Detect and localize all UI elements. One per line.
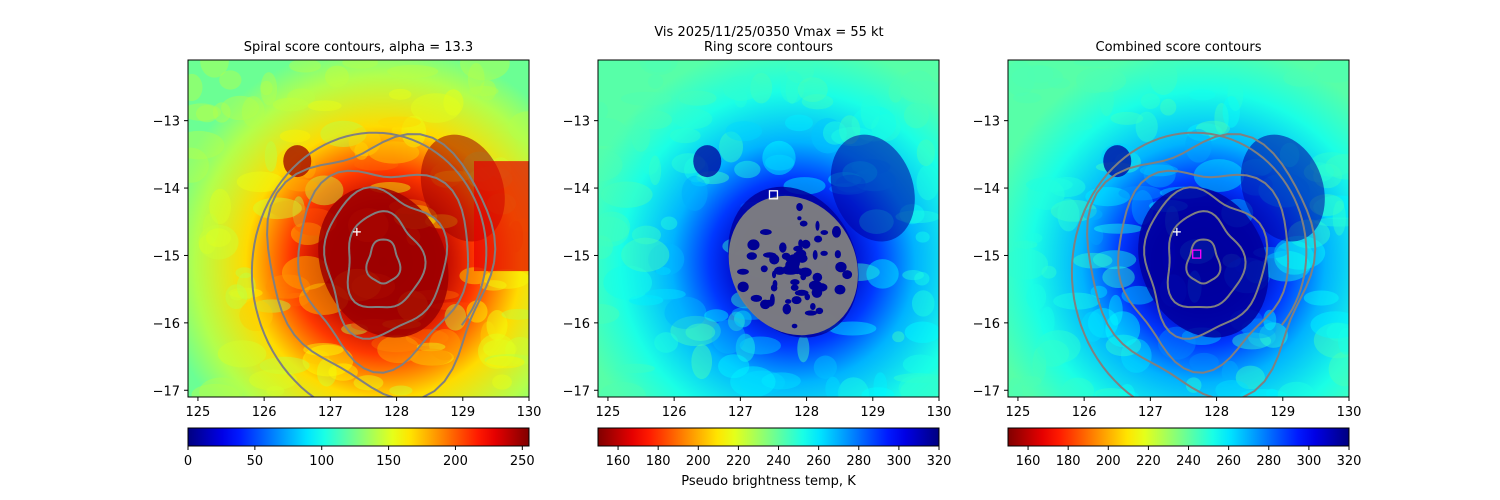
colorbar-tick-label: 300 bbox=[886, 454, 911, 469]
colorbar-tick-label: 240 bbox=[1176, 454, 1201, 469]
axes-frame bbox=[187, 59, 530, 398]
colorbar-tick-label: 150 bbox=[376, 454, 401, 469]
contour-line bbox=[365, 238, 402, 285]
score-contours bbox=[1070, 131, 1317, 397]
y-tick-label: −17 bbox=[153, 384, 180, 399]
figure-suptitle: Vis 2025/11/25/0350 Vmax = 55 kt bbox=[654, 25, 883, 40]
x-tick-label: 125 bbox=[596, 405, 621, 420]
y-tick-label: −17 bbox=[563, 384, 590, 399]
contour-line bbox=[346, 210, 427, 309]
contour-line bbox=[1070, 131, 1308, 397]
colorbar-tick-label: 220 bbox=[726, 454, 751, 469]
axes-frame bbox=[597, 59, 940, 398]
y-tick-label: −15 bbox=[973, 249, 1000, 264]
x-tick-label: 128 bbox=[1204, 405, 1229, 420]
score-contours bbox=[250, 131, 497, 397]
colorbar-tick-label: 280 bbox=[846, 454, 871, 469]
x-tick-label: 130 bbox=[517, 405, 542, 420]
panel-1: Spiral score contours, alpha = 13.3 125 12… bbox=[153, 40, 542, 469]
colorbar bbox=[597, 427, 940, 447]
colorbar-tick-label: 200 bbox=[443, 454, 468, 469]
x-tick-label: 127 bbox=[728, 405, 753, 420]
colorbar-tick-label: 0 bbox=[184, 454, 192, 469]
colorbar-tick-label: 280 bbox=[1256, 454, 1281, 469]
square-marker bbox=[768, 190, 779, 200]
y-tick-label: −14 bbox=[973, 182, 1000, 197]
panel-title: Spiral score contours, alpha = 13.3 bbox=[244, 40, 473, 55]
colorbar-tick-label: 320 bbox=[927, 454, 952, 469]
contour-line bbox=[1086, 133, 1317, 397]
colorbar-tick-label: 260 bbox=[806, 454, 831, 469]
colorbar-tick-label: 240 bbox=[766, 454, 791, 469]
y-tick-label: −14 bbox=[153, 182, 180, 197]
x-tick-label: 125 bbox=[1006, 405, 1031, 420]
colorbar-tick-label: 200 bbox=[1096, 454, 1121, 469]
colorbar-tick-label: 160 bbox=[606, 454, 631, 469]
y-tick-label: −16 bbox=[563, 317, 590, 332]
colorbar-tick-label: 250 bbox=[510, 454, 535, 469]
colorbar-tick-label: 180 bbox=[1056, 454, 1081, 469]
square-marker bbox=[1192, 249, 1202, 259]
contour-line bbox=[1117, 169, 1290, 374]
colorbar-label: Pseudo brightness temp, K bbox=[681, 474, 856, 489]
axes-frame bbox=[1007, 59, 1350, 398]
y-tick-label: −14 bbox=[563, 182, 590, 197]
colorbar-tick-label: 260 bbox=[1216, 454, 1241, 469]
y-tick-label: −16 bbox=[973, 317, 1000, 332]
y-tick-label: −15 bbox=[153, 249, 180, 264]
x-tick-label: 128 bbox=[794, 405, 819, 420]
contour-line bbox=[1166, 210, 1247, 309]
contour-line bbox=[1143, 186, 1269, 340]
x-tick-label: 129 bbox=[860, 405, 885, 420]
contour-line bbox=[250, 131, 488, 397]
center-plus-marker bbox=[1172, 227, 1181, 236]
x-tick-label: 129 bbox=[1270, 405, 1295, 420]
center-plus-marker bbox=[352, 227, 361, 236]
y-tick-label: −16 bbox=[153, 317, 180, 332]
contour-line bbox=[297, 169, 470, 374]
panel-title: Ring score contours bbox=[704, 40, 833, 55]
colorbar-tick-label: 300 bbox=[1296, 454, 1321, 469]
x-tick-label: 127 bbox=[1138, 405, 1163, 420]
x-tick-label: 125 bbox=[186, 405, 211, 420]
y-tick-label: −13 bbox=[153, 115, 180, 130]
colorbar bbox=[187, 427, 530, 447]
contour-line bbox=[266, 133, 497, 397]
score-contours bbox=[728, 195, 858, 336]
x-tick-label: 127 bbox=[318, 405, 343, 420]
x-tick-label: 126 bbox=[662, 405, 687, 420]
colorbar-tick-label: 100 bbox=[309, 454, 334, 469]
colorbar-tick-label: 320 bbox=[1337, 454, 1362, 469]
x-tick-label: 130 bbox=[1337, 405, 1362, 420]
y-tick-label: −17 bbox=[973, 384, 1000, 399]
panels: Spiral score contours, alpha = 13.3 125 12… bbox=[153, 40, 1362, 489]
x-tick-label: 129 bbox=[450, 405, 475, 420]
contour-line bbox=[323, 186, 449, 340]
colorbar-tick-label: 50 bbox=[247, 454, 264, 469]
panel-3: Combined score contours 125 126 127 128 129 13… bbox=[973, 40, 1362, 469]
colorbar bbox=[1007, 427, 1350, 447]
y-tick-label: −15 bbox=[563, 249, 590, 264]
heatmap-image bbox=[1008, 60, 1349, 397]
x-tick-label: 128 bbox=[384, 405, 409, 420]
ring-score-region bbox=[728, 195, 858, 336]
x-tick-label: 126 bbox=[1072, 405, 1097, 420]
panel-2: Ring score contours 125 126 127 128 129 130 −13… bbox=[563, 40, 952, 489]
colorbar-tick-label: 160 bbox=[1016, 454, 1041, 469]
colorbar-tick-label: 180 bbox=[646, 454, 671, 469]
y-tick-label: −13 bbox=[563, 115, 590, 130]
heatmap-image bbox=[188, 60, 529, 397]
colorbar-tick-label: 200 bbox=[686, 454, 711, 469]
contour-line bbox=[1185, 238, 1222, 285]
x-tick-label: 130 bbox=[927, 405, 952, 420]
heatmap-image bbox=[598, 60, 939, 397]
colorbar-tick-label: 220 bbox=[1136, 454, 1161, 469]
panel-title: Combined score contours bbox=[1096, 40, 1262, 55]
x-tick-label: 126 bbox=[252, 405, 277, 420]
y-tick-label: −13 bbox=[973, 115, 1000, 130]
